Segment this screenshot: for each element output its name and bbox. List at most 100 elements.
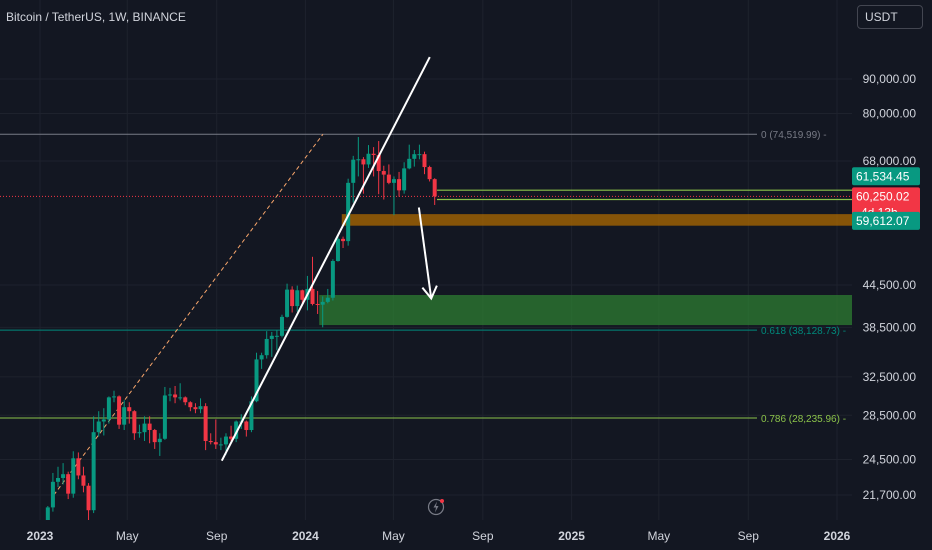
projection-arrowhead (421, 285, 438, 301)
price-tick-label: 28,500.00 (863, 408, 917, 422)
candle-body (402, 168, 407, 191)
candle-body (193, 407, 198, 410)
time-tick-label: May (382, 529, 405, 543)
candle-body (188, 402, 193, 408)
candle-body (117, 396, 122, 425)
resistance-zone (341, 214, 852, 226)
candle-body (157, 438, 162, 443)
price-axis (852, 0, 932, 550)
time-axis (0, 520, 932, 550)
candle-body (371, 153, 376, 156)
price-tick-label: 21,700.00 (863, 488, 917, 502)
candle-body (269, 335, 274, 339)
candle-body (259, 355, 264, 360)
candle-body (366, 153, 371, 165)
candle-body (203, 406, 208, 442)
time-tick-label: 2025 (558, 529, 585, 543)
price-tick-label: 44,500.00 (863, 278, 917, 292)
candle-body (122, 407, 127, 425)
candle-body (427, 167, 432, 180)
symbol-title: Bitcoin / TetherUS, 1W, BINANCE (6, 10, 186, 24)
candle-body (71, 458, 76, 494)
candle-body (167, 394, 172, 396)
candle-body (229, 436, 234, 439)
candle-body (264, 338, 269, 356)
time-tick-label: May (648, 529, 671, 543)
candle-body (86, 485, 91, 511)
candle-body (91, 432, 96, 511)
price-label-green-low: 59,612.07 (856, 214, 910, 228)
trendline (220, 56, 431, 462)
price-label-green-high-box (852, 167, 920, 186)
price-label-green-high: 61,534.45 (856, 169, 910, 183)
candle-body (198, 406, 203, 410)
candle-body (127, 407, 132, 412)
time-tick-label: Sep (472, 529, 494, 543)
candle-body (356, 159, 361, 161)
time-tick-label: 2024 (292, 529, 319, 543)
candle-body (432, 179, 437, 197)
price-tick-label: 68,000.00 (863, 154, 917, 168)
candle-body (249, 401, 254, 431)
price-tick-label: 32,500.00 (863, 370, 917, 384)
candle-body (295, 290, 300, 307)
candle-body (213, 442, 218, 445)
candle-body (397, 179, 402, 191)
candle-body (361, 159, 366, 165)
projection-arrow (417, 207, 433, 299)
candle-body (208, 441, 213, 443)
fib-label-0.618: 0.618 (38,128.73) - (761, 326, 846, 337)
support-zone (319, 295, 853, 326)
price-tick-label: 90,000.00 (863, 72, 917, 86)
candle-body (351, 159, 356, 183)
fib-label-0.786: 0.786 (28,235.96) - (761, 414, 846, 425)
time-tick-label: Sep (738, 529, 760, 543)
candle-body (386, 174, 391, 183)
price-label-last: 60,250.02 (856, 189, 910, 203)
time-tick-label: Sep (206, 529, 228, 543)
candle-body (407, 158, 412, 169)
candle-body (218, 444, 223, 446)
candle-body (244, 421, 249, 431)
candle-body (55, 477, 60, 482)
candle-body (147, 423, 152, 431)
time-tick-label: 2026 (824, 529, 851, 543)
candle-body (162, 395, 167, 439)
candle-body (422, 154, 427, 168)
price-tick-label: 24,500.00 (863, 453, 917, 467)
candle-body (315, 303, 320, 305)
candle-body (76, 458, 81, 476)
candle-body (50, 481, 55, 508)
lightning-icon[interactable] (427, 498, 445, 516)
candle-body (325, 297, 330, 302)
price-label-green-low-box (852, 211, 920, 230)
candle-body (391, 179, 396, 183)
candle-body (101, 419, 106, 422)
candle-body (285, 289, 290, 317)
candle-body (274, 335, 279, 337)
dashed-channel-line (53, 133, 324, 496)
candle-body (279, 316, 284, 336)
candle-body (106, 397, 111, 420)
candle-body (132, 411, 137, 434)
time-tick-label: May (116, 529, 139, 543)
candle-body (234, 421, 239, 439)
candle-body (61, 474, 66, 478)
price-tick-label: 80,000.00 (863, 106, 917, 120)
candle-body (178, 397, 183, 399)
price-tick-label: 38,500.00 (863, 320, 917, 334)
candle-body (111, 396, 116, 398)
candle-body (330, 261, 335, 298)
candle-body (183, 397, 188, 403)
candle-body (341, 238, 346, 242)
candle-body (152, 430, 157, 443)
candle-body (223, 436, 228, 445)
time-tick-label: 2023 (27, 529, 54, 543)
currency-button[interactable]: USDT (857, 5, 923, 29)
candle-body (376, 155, 381, 172)
candle-body (142, 423, 147, 433)
candle-body (66, 474, 71, 494)
candle-body (381, 171, 386, 175)
